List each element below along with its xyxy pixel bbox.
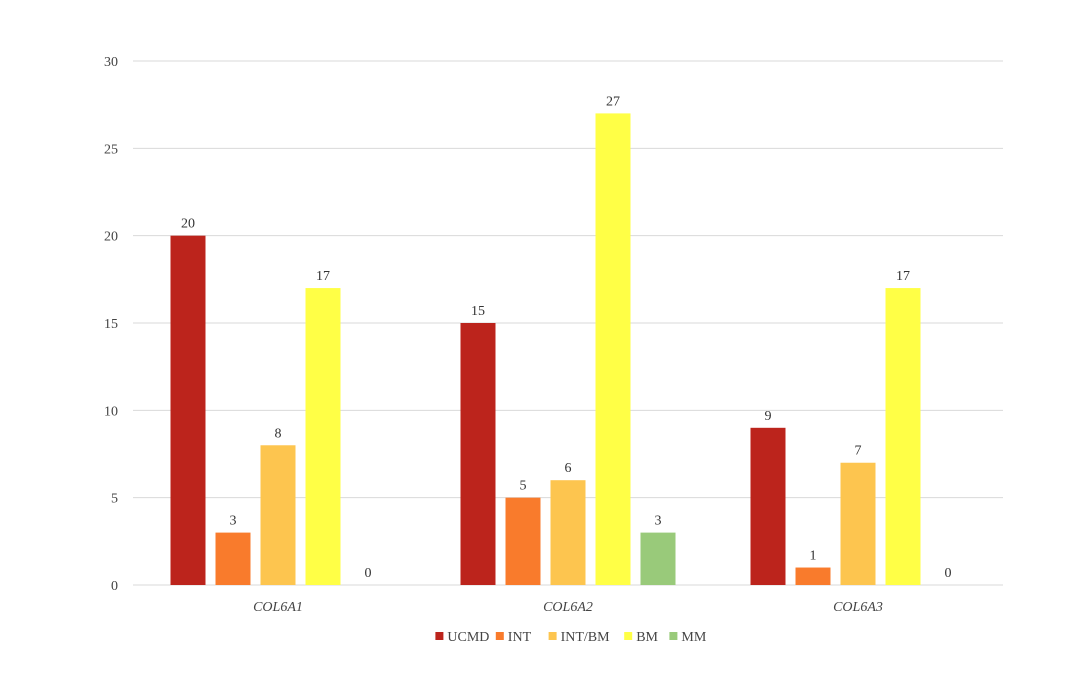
legend-item-BM: BM: [624, 630, 659, 645]
bar-COL6A3-INT/BM: [840, 462, 876, 585]
data-label-COL6A1-INT/BM: 8: [275, 426, 282, 441]
y-tick-label: 25: [104, 142, 118, 157]
x-tick-label-COL6A3: COL6A3: [833, 600, 883, 615]
legend: UCMD INT INT/BM BM MM: [435, 630, 707, 645]
data-label-COL6A2-BM: 27: [606, 94, 620, 109]
y-tick-label: 15: [104, 317, 118, 332]
bar-COL6A1-UCMD: [170, 235, 206, 585]
legend-item-UCMD: UCMD: [435, 630, 489, 645]
legend-swatch: [495, 632, 504, 640]
bar-COL6A2-MM: [640, 532, 676, 585]
data-label-COL6A3-INT: 1: [810, 549, 817, 564]
bar-COL6A3-BM: [885, 288, 921, 585]
data-label-COL6A1-MM: 0: [365, 566, 372, 581]
data-label-COL6A3-UCMD: 9: [765, 409, 772, 424]
legend-label: INT: [508, 630, 532, 645]
data-label-COL6A1-BM: 17: [316, 269, 330, 284]
data-label-COL6A3-INT/BM: 7: [855, 444, 862, 459]
legend-item-INT: INT: [495, 630, 532, 645]
legend-item-INT/BM: INT/BM: [548, 630, 611, 645]
x-tick-label-COL6A2: COL6A2: [543, 600, 593, 615]
bar-COL6A2-INT/BM: [550, 480, 586, 585]
bar-COL6A2-INT: [505, 497, 541, 585]
data-label-COL6A3-MM: 0: [945, 566, 952, 581]
legend-label: BM: [636, 630, 658, 645]
bar-COL6A3-INT: [795, 567, 831, 585]
bar-COL6A3-UCMD: [750, 427, 786, 585]
bar-COL6A1-INT: [215, 532, 251, 585]
bars: [170, 113, 921, 586]
bar-COL6A2-BM: [595, 113, 631, 586]
legend-label: UCMD: [447, 630, 489, 645]
y-tick-label: 10: [104, 404, 118, 419]
y-axis-ticks: 0 5 10 15 20 25 30: [104, 55, 118, 594]
legend-swatch: [548, 632, 557, 640]
x-tick-label-COL6A1: COL6A1: [253, 600, 303, 615]
legend-label: MM: [681, 630, 706, 645]
bar-COL6A2-UCMD: [460, 323, 496, 585]
x-axis-ticks: COL6A1 COL6A2 COL6A3: [253, 600, 883, 615]
y-tick-label: 0: [111, 579, 118, 594]
data-label-COL6A2-INT/BM: 6: [565, 461, 572, 476]
data-label-COL6A1-UCMD: 20: [181, 217, 195, 232]
bar-COL6A1-INT/BM: [260, 445, 296, 585]
legend-swatch: [435, 632, 444, 640]
data-label-COL6A2-INT: 5: [520, 479, 527, 494]
bar-COL6A1-BM: [305, 288, 341, 585]
legend-label: INT/BM: [561, 630, 611, 645]
data-label-COL6A2-MM: 3: [655, 514, 662, 529]
legend-swatch: [669, 632, 678, 640]
y-tick-label: 20: [104, 230, 118, 245]
legend-item-MM: MM: [669, 630, 707, 645]
y-tick-label: 5: [111, 492, 118, 507]
data-label-COL6A2-UCMD: 15: [471, 304, 485, 319]
data-label-COL6A3-BM: 17: [896, 269, 910, 284]
data-label-COL6A1-INT: 3: [230, 514, 237, 529]
legend-swatch: [624, 632, 633, 640]
y-tick-label: 30: [104, 55, 118, 70]
